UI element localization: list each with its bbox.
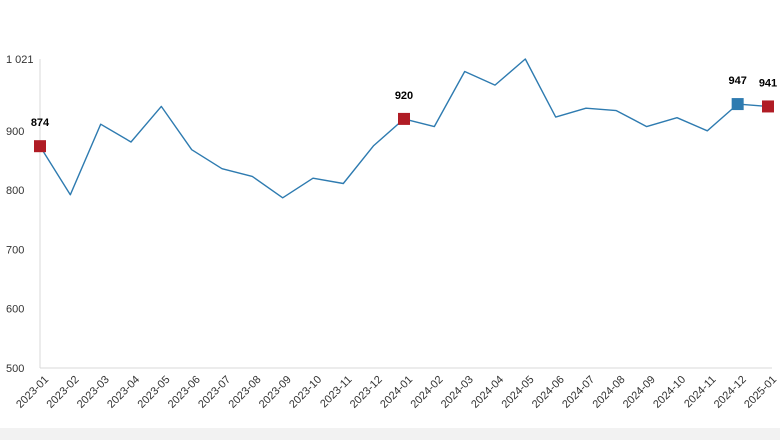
highlight-marker xyxy=(34,140,46,153)
data-point xyxy=(281,196,285,200)
y-tick-label: 800 xyxy=(6,185,24,197)
x-tick-label: 2025-01 xyxy=(742,374,779,411)
x-tick-label: 2023-01 xyxy=(14,374,51,411)
x-tick-label: 2024-03 xyxy=(439,374,476,411)
x-tick-label: 2023-08 xyxy=(227,374,264,411)
data-point xyxy=(463,69,467,73)
data-label: 941 xyxy=(759,77,777,89)
data-point xyxy=(311,176,315,180)
data-point xyxy=(250,174,254,178)
x-tick-label: 2023-07 xyxy=(196,374,233,411)
data-point xyxy=(645,125,649,129)
bottom-band xyxy=(0,428,780,440)
data-point xyxy=(432,125,436,129)
x-axis: 2023-012023-022023-032023-042023-052023-… xyxy=(14,367,779,411)
x-tick-label: 2024-07 xyxy=(560,374,597,411)
data-point xyxy=(190,148,194,152)
data-label: 947 xyxy=(728,75,746,87)
x-tick-label: 2023-10 xyxy=(287,374,324,411)
data-point xyxy=(159,104,163,108)
highlight-marker xyxy=(398,112,410,125)
data-label: 920 xyxy=(395,90,413,102)
x-tick-label: 2024-04 xyxy=(469,374,506,411)
highlight-marker xyxy=(762,100,774,113)
y-tick-label: 500 xyxy=(6,363,24,375)
data-point xyxy=(341,182,345,186)
data-label: 874 xyxy=(31,117,50,129)
data-point xyxy=(129,140,133,144)
y-axis: 500 600 700 800 900 1 021 xyxy=(6,54,41,375)
x-tick-label: 2023-02 xyxy=(45,374,82,411)
data-point xyxy=(614,109,618,113)
x-tick-label: 2024-01 xyxy=(378,374,415,411)
x-tick-label: 2023-05 xyxy=(136,374,173,411)
x-tick-label: 2023-09 xyxy=(257,374,294,411)
data-point xyxy=(705,129,709,133)
data-point xyxy=(99,122,103,126)
data-labels: 874 920 947 941 xyxy=(31,75,777,129)
y-tick-label: 900 xyxy=(6,126,24,138)
x-tick-label: 2023-12 xyxy=(348,374,385,411)
data-point xyxy=(675,116,679,120)
data-point xyxy=(372,144,376,148)
data-point xyxy=(68,193,72,197)
x-tick-label: 2024-08 xyxy=(591,374,628,411)
data-point xyxy=(584,106,588,110)
data-point xyxy=(554,115,558,119)
y-tick-label: 600 xyxy=(6,304,24,316)
x-tick-label: 2024-05 xyxy=(500,374,537,411)
data-point xyxy=(493,83,497,87)
x-tick-label: 2024-09 xyxy=(621,374,658,411)
series-line xyxy=(39,58,769,199)
data-point xyxy=(220,167,224,171)
x-tick-label: 2023-04 xyxy=(105,374,142,411)
data-point xyxy=(523,57,527,61)
x-tick-label: 2024-12 xyxy=(712,374,749,411)
series-group xyxy=(39,57,769,200)
y-tick-label: 1 021 xyxy=(6,54,34,66)
x-tick-label: 2023-03 xyxy=(75,374,112,411)
x-tick-label: 2024-02 xyxy=(409,374,446,411)
y-tick-label: 700 xyxy=(6,244,24,256)
x-tick-label: 2024-10 xyxy=(651,374,688,411)
highlight-markers xyxy=(34,98,774,153)
x-tick-label: 2024-06 xyxy=(530,374,567,411)
x-tick-label: 2023-06 xyxy=(166,374,203,411)
highlight-marker xyxy=(731,98,744,111)
